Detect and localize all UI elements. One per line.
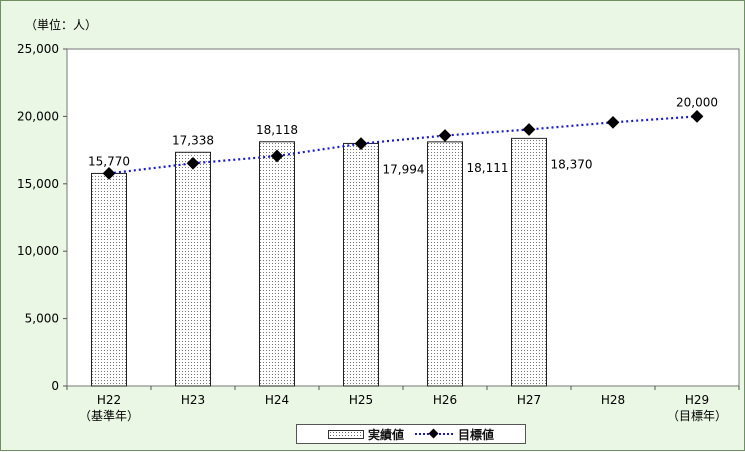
bar xyxy=(259,141,295,387)
bar xyxy=(343,142,379,387)
bar-value-label: 18,118 xyxy=(256,123,298,137)
legend-label-target: 目標値 xyxy=(458,427,495,442)
bar xyxy=(511,137,547,387)
x-tick-label: H23 xyxy=(181,393,205,407)
target-marker xyxy=(102,167,116,180)
target-marker xyxy=(186,156,200,170)
x-tick-label: H27 xyxy=(517,393,541,407)
legend: 実績値 目標値 xyxy=(296,424,526,444)
legend-item-target: 目標値 xyxy=(414,426,494,443)
y-tick-label: 10,000 xyxy=(17,244,59,258)
y-tick-label: 20,000 xyxy=(17,109,59,123)
target-line xyxy=(108,115,698,175)
bar xyxy=(91,172,127,387)
bar-value-label: 15,770 xyxy=(88,154,130,168)
unit-label: （単位：人） xyxy=(25,17,97,32)
x-tick-label: H25 xyxy=(349,393,373,407)
bar-value-label: 18,370 xyxy=(551,157,593,171)
x-tick-label: H26 xyxy=(433,393,457,407)
bar-value-label: 17,338 xyxy=(172,133,214,147)
bar-value-label: 18,111 xyxy=(467,161,509,175)
y-tick-label: 0 xyxy=(51,379,59,393)
legend-item-actual: 実績値 xyxy=(327,426,404,443)
bar xyxy=(427,141,463,387)
x-tick-label: H28 xyxy=(601,393,625,407)
legend-label-actual: 実績値 xyxy=(367,427,404,442)
bar-value-label: 17,994 xyxy=(383,162,425,176)
x-tick-label: H24 xyxy=(265,393,289,407)
x-axis: H22（基準年） H23 H24 H25 H26 H27 H28 H29 （目標年） xyxy=(66,386,740,423)
bar-series xyxy=(91,137,547,387)
target-marker xyxy=(438,129,452,142)
data-labels: 15,770 17,338 18,118 17,994 18,111 18,370 20,0… xyxy=(88,95,718,176)
x-tick-label: H22 xyxy=(97,393,121,407)
legend-swatch-bar xyxy=(327,429,364,439)
x-tick-sublabel: （目標年） xyxy=(667,409,727,423)
y-tick-label: 5,000 xyxy=(25,312,59,326)
legend-swatch-line xyxy=(415,428,453,439)
target-marker xyxy=(270,149,284,163)
target-value-label: 20,000 xyxy=(676,95,718,109)
target-marker xyxy=(354,137,368,150)
x-tick-label: H29 xyxy=(685,393,709,407)
y-tick-label: 25,000 xyxy=(17,42,59,56)
bar xyxy=(175,151,211,387)
plot-area xyxy=(66,48,740,387)
y-axis: 0 5,000 10,000 15,000 20,000 25,000 xyxy=(17,42,67,393)
y-tick-label: 15,000 xyxy=(17,177,59,191)
x-tick-sublabel: （基準年） xyxy=(79,408,139,423)
